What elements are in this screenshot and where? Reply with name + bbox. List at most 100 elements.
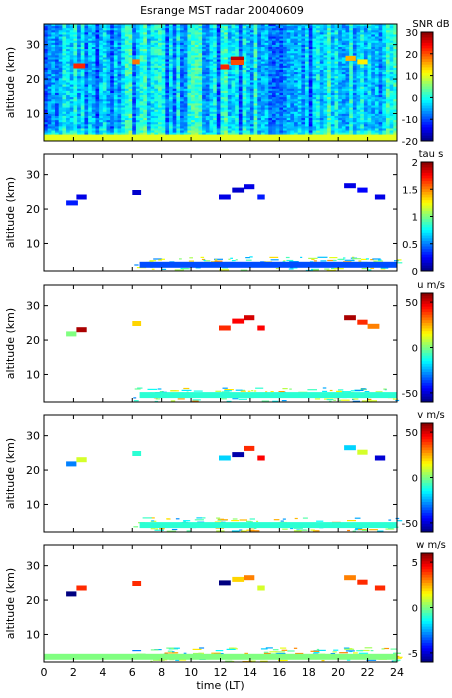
snr-cell [91, 109, 96, 113]
snr-cell [187, 57, 192, 60]
snr-cell [260, 107, 266, 111]
snr-cell [268, 78, 273, 81]
snr-cell [80, 109, 85, 113]
snr-cell [198, 32, 203, 35]
snr-cell [110, 38, 115, 42]
snr-cell [349, 128, 354, 131]
snr-cell [66, 105, 71, 108]
snr-cell [308, 118, 313, 121]
snr-cell [209, 88, 214, 92]
snr-cell [157, 124, 163, 127]
snr-cell [213, 90, 218, 94]
snr-cell [327, 42, 332, 46]
snr-cell [202, 99, 207, 102]
snr-cell [341, 101, 346, 104]
snr-cell [69, 26, 74, 29]
snr-cell [330, 105, 335, 108]
snr-cell [180, 34, 185, 37]
snr-cell [301, 126, 306, 129]
snr-cell [165, 61, 170, 65]
snr-cell [135, 69, 141, 73]
snr-cell [106, 65, 111, 69]
snr-cell [264, 38, 269, 42]
snr-cell [121, 82, 126, 85]
snr-cell [150, 86, 155, 90]
snr-cell [161, 40, 166, 44]
snr-cell [51, 86, 56, 90]
snr-cell [102, 122, 107, 125]
snr-cell [172, 107, 177, 111]
snr-cell [146, 67, 152, 71]
snr-cell [95, 99, 100, 102]
snr-cell [297, 111, 302, 115]
snr-cell [312, 101, 317, 104]
snr-cell [334, 32, 339, 35]
snr-cell [117, 92, 122, 96]
snr-cell [294, 107, 299, 111]
snr-cell [58, 67, 63, 71]
snr-cell [95, 38, 100, 42]
snr-cell [308, 86, 313, 90]
snr-cell [205, 59, 210, 63]
snr-cell [150, 72, 155, 75]
snr-cell [257, 78, 262, 81]
snr-cell [198, 99, 203, 102]
snr-cell [135, 72, 141, 75]
snr-cell [334, 111, 339, 115]
snr-cell [253, 107, 258, 111]
snr-cell [80, 126, 85, 129]
snr-cell [352, 88, 357, 92]
snr-cell [91, 99, 96, 102]
snr-cell [349, 99, 354, 102]
snr-cell [154, 128, 159, 131]
snr-cell [198, 30, 203, 33]
snr-cell [327, 130, 332, 134]
snr-cell [363, 26, 368, 29]
snr-cell [191, 122, 196, 125]
snr-cell [209, 30, 214, 33]
snr-cell [275, 59, 280, 63]
snr-cell [80, 69, 85, 73]
snr-cell [135, 63, 141, 67]
snr-cell [84, 26, 89, 29]
snr-cell [88, 61, 93, 65]
snr-cell [308, 130, 313, 134]
snr-cell [47, 76, 52, 79]
snr-cell [271, 128, 277, 131]
snr-cell [231, 128, 236, 131]
snr-cell [363, 111, 368, 115]
snr-cell [308, 57, 313, 60]
snr-cell [172, 44, 177, 48]
snr-cell [51, 111, 56, 115]
snr-cell [338, 76, 343, 79]
snr-cell [297, 49, 302, 52]
snr-cell [161, 90, 166, 94]
snr-cell [227, 36, 232, 40]
snr-cell [47, 26, 52, 29]
snr-cell [345, 109, 350, 113]
snr-cell [316, 90, 321, 94]
snr-cell [323, 80, 328, 83]
snr-cell [216, 67, 221, 71]
snr-cell [157, 28, 163, 31]
snr-cell [55, 42, 60, 46]
snr-cell [231, 130, 236, 134]
snr-cell [257, 26, 262, 29]
snr-cell [169, 124, 174, 127]
snr-cell [249, 115, 254, 119]
snr-cell [51, 34, 56, 37]
snr-cell [55, 120, 60, 123]
snr-cell [113, 36, 118, 40]
snr-cell [316, 65, 321, 69]
snr-cell [187, 74, 192, 77]
snr-cell [124, 124, 129, 127]
snr-cell [110, 46, 115, 50]
snr-cell [286, 101, 291, 104]
snr-cell [176, 92, 181, 96]
snr-cell [143, 90, 148, 94]
snr-cell [242, 53, 247, 56]
snr-cell [69, 76, 74, 79]
snr-cell [238, 76, 243, 79]
snr-cell [191, 113, 196, 117]
snr-cell [338, 67, 343, 71]
